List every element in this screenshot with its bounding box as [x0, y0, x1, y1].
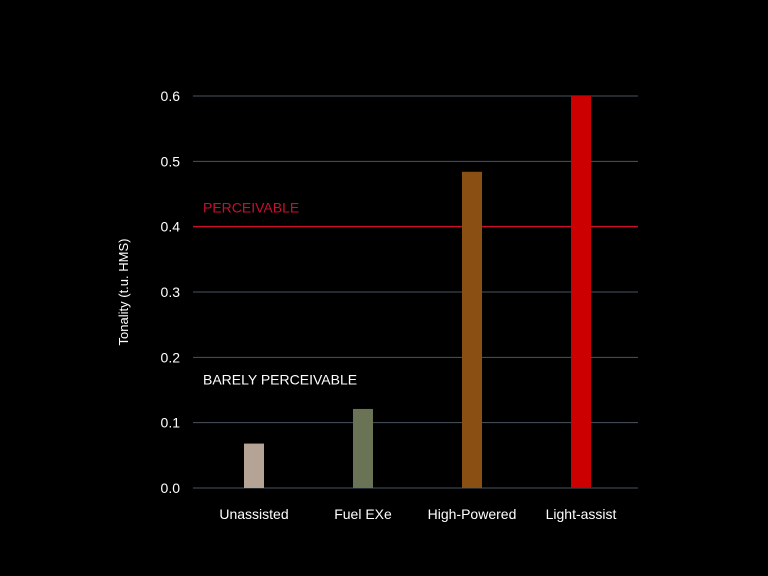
bar-fuel-exe — [353, 408, 373, 488]
x-tick-label: Fuel EXe — [334, 506, 392, 522]
grid-lines — [193, 95, 638, 489]
y-tick-label: 0.5 — [161, 153, 181, 169]
y-tick-label: 0.4 — [161, 219, 181, 235]
threshold-label: BARELY PERCEIVABLE — [203, 371, 357, 387]
threshold-label: PERCEIVABLE — [203, 200, 299, 216]
x-tick-label: Unassisted — [219, 506, 288, 522]
bar-high-powered — [462, 171, 482, 488]
y-tick-label: 0.2 — [161, 349, 181, 365]
bar-unassisted — [244, 443, 264, 488]
y-tick-label: 0.1 — [161, 415, 181, 431]
x-tick-label: Light-assist — [546, 506, 617, 522]
x-tick-label: High-Powered — [428, 506, 517, 522]
bar-light-assist — [571, 96, 591, 488]
y-tick-label: 0.3 — [161, 284, 181, 300]
threshold-annotations: PERCEIVABLE BARELY PERCEIVABLE — [193, 200, 638, 387]
y-tick-label: 0.6 — [161, 88, 181, 104]
y-axis-ticks: 0.0 0.1 0.2 0.3 0.4 0.5 0.6 — [161, 88, 181, 496]
bars — [244, 96, 591, 488]
y-tick-label: 0.0 — [161, 480, 181, 496]
y-axis-label: Tonality (t.u. HMS) — [116, 239, 131, 346]
x-axis-labels: Unassisted Fuel EXe High-Powered Light-assi… — [219, 506, 616, 522]
